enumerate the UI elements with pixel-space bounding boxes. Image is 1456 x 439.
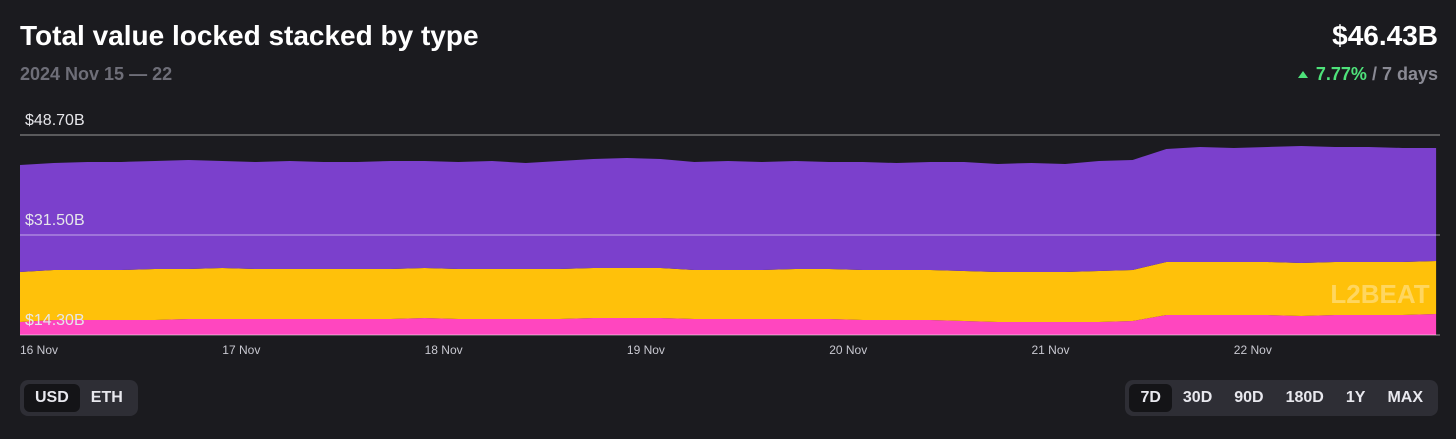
area: [20, 314, 1437, 335]
y-tick-label: $31.50B: [25, 212, 85, 229]
x-tick-label: 21 Nov: [1032, 343, 1070, 357]
x-tick-label: 19 Nov: [627, 343, 665, 357]
x-tick-label: 20 Nov: [829, 343, 867, 357]
change-row: 7.77% / 7 days: [1297, 64, 1438, 85]
chart-title: Total value locked stacked by type: [20, 20, 479, 51]
toggle-button[interactable]: ETH: [90, 389, 123, 406]
y-tick-label: $48.70B: [25, 112, 85, 129]
x-tick-label: 17 Nov: [222, 343, 260, 357]
area: [20, 145, 1437, 272]
chart: L2BEAT $14.30B $31.50B $48.70B 16 Nov 17 Nov 1…: [20, 112, 1440, 357]
range-toggle: 7D 30D 90D 180D 1Y MAX: [1125, 380, 1438, 416]
toggle-button[interactable]: 180D: [1285, 389, 1324, 406]
y-tick-label: $14.30B: [25, 312, 85, 329]
change-value: 7.77%: [1315, 64, 1367, 84]
x-tick-label: 16 Nov: [20, 343, 58, 357]
toggle-button[interactable]: 7D: [1129, 384, 1172, 412]
toggle-button[interactable]: 1Y: [1345, 389, 1366, 406]
unit-toggle: USD ETH: [20, 380, 138, 416]
toggle-button[interactable]: MAX: [1387, 389, 1423, 406]
up-arrow: [1297, 71, 1308, 78]
x-tick-label: 18 Nov: [425, 343, 463, 357]
toggle-button[interactable]: USD: [24, 384, 80, 412]
toggle-button[interactable]: 90D: [1234, 389, 1264, 406]
x-tick-label: 22 Nov: [1234, 343, 1272, 357]
headline-value: $46.43B: [1332, 20, 1438, 51]
toggle-button[interactable]: 30D: [1182, 389, 1213, 406]
watermark: L2BEAT: [1330, 279, 1429, 309]
area: [20, 260, 1437, 322]
change-period: / 7 days: [1371, 64, 1438, 84]
chart-subtitle: 2024 Nov 15 — 22: [20, 64, 173, 84]
